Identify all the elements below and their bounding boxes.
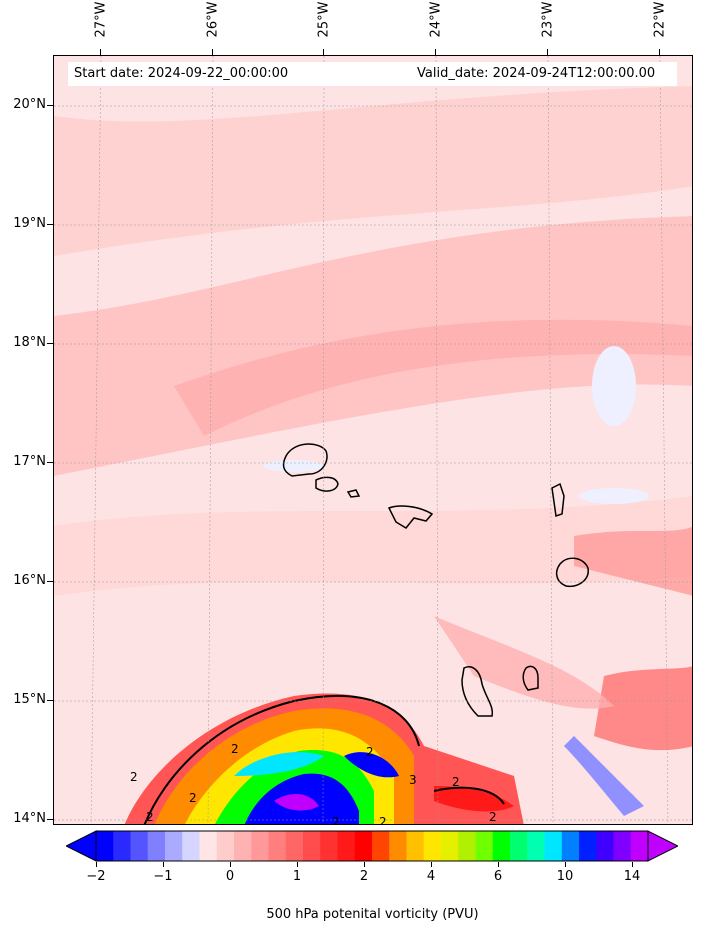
colorbar-cell [372,831,390,861]
lon-label: 26°W [205,1,221,38]
contour-label: 2 [332,815,340,825]
colorbar-tick [230,862,231,867]
colorbar-tick [96,862,97,867]
colorbar-tick-label: 14 [623,869,641,884]
colorbar-tick-label: 1 [292,869,302,884]
colorbar-cell [596,831,614,861]
colorbar-tick [498,862,499,867]
colorbar-cell [630,831,649,861]
lat-tick [47,462,53,463]
colorbar-tick-label: 10 [556,869,574,884]
start-date-label: Start date: 2024-09-22_00:00:00 [74,66,289,81]
colorbar-cell [216,831,235,861]
contour-label: 2 [366,745,374,759]
colorbar-cell [458,831,476,861]
colorbar-cell [544,831,563,861]
contour-label: 2 [379,815,387,825]
colorbar-cell [147,831,166,861]
colorbar-cell [199,831,218,861]
contour-label: 2 [130,770,138,784]
colorbar-cell [285,831,304,861]
contour-label: 2 [146,810,154,824]
pv-field: 2 2 2 2 2 2 2 3 2 2 [54,56,692,825]
lat-label: 19°N [13,216,46,231]
colorbar-cell [268,831,287,861]
colorbar-cell [389,831,407,861]
colorbar-cell [113,831,131,861]
colorbar-tick-label: 6 [493,869,503,884]
colorbar-tick [565,862,566,867]
colorbar-tick-label: −2 [86,869,106,884]
lat-tick [47,581,53,582]
colorbar-title: 500 hPa potenital vorticity (PVU) [266,907,479,922]
colorbar-cell [354,831,373,861]
lon-tick [323,49,324,55]
colorbar-cell [130,831,149,861]
colorbar-cell [320,831,338,861]
colorbar-cell [579,831,597,861]
lat-label: 18°N [13,335,46,350]
colorbar-cell [613,831,632,861]
lon-tick [435,49,436,55]
lon-tick [212,49,213,55]
lon-tick [100,49,101,55]
lat-tick [47,700,53,701]
lat-tick [47,224,53,225]
lon-tick [547,49,548,55]
colorbar-tick-label: 2 [359,869,369,884]
lon-label: 22°W [652,1,668,38]
colorbar-cell [561,831,580,861]
colorbar-cell [251,831,269,861]
colorbar-cell [165,831,183,861]
colorbar-tick-label: 0 [225,869,235,884]
lat-tick [47,819,53,820]
contour-label: 2 [189,791,197,805]
colorbar-tick [632,862,633,867]
lon-label: 25°W [316,1,332,38]
colorbar-cell [303,831,321,861]
valid-date-label: Valid_date: 2024-09-24T12:00:00.00 [417,66,656,81]
colorbar-cell [182,831,200,861]
colorbar-extend-min [66,830,97,862]
colorbar-cell [423,831,442,861]
colorbar-cell [492,831,511,861]
lat-label: 15°N [13,692,46,707]
lat-label: 17°N [13,454,46,469]
colorbar-tick [163,862,164,867]
colorbar-tick-label: 4 [426,869,436,884]
map-frame: 2 2 2 2 2 2 2 3 2 2 [53,55,693,825]
colorbar-cell [527,831,545,861]
lat-label: 14°N [13,811,46,826]
colorbar [66,830,678,862]
colorbar-extend-max [647,830,678,862]
contour-label: 2 [452,775,460,789]
colorbar-cell [337,831,356,861]
lon-label: 23°W [540,1,556,38]
lat-tick [47,343,53,344]
colorbar-cell [441,831,459,861]
lon-label: 24°W [428,1,444,38]
colorbar-tick [297,862,298,867]
colorbar-cell [475,831,494,861]
colorbar-cell [510,831,528,861]
colorbar-cell [234,831,252,861]
contour-label: 2 [231,742,239,756]
lat-tick [47,105,53,106]
lon-tick [659,49,660,55]
colorbar-tick [364,862,365,867]
lat-label: 20°N [13,97,46,112]
colorbar-cell [96,831,114,861]
header-box [68,62,677,86]
contour-label: 2 [489,810,497,824]
lat-label: 16°N [13,573,46,588]
contour-label: 3 [409,773,417,787]
colorbar-cell [406,831,425,861]
lon-label: 27°W [93,1,109,38]
colorbar-tick [431,862,432,867]
colorbar-tick-label: −1 [153,869,173,884]
